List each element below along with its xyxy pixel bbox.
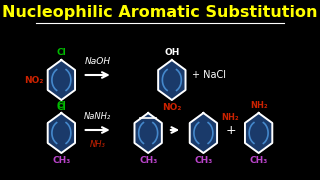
Text: NaOH: NaOH bbox=[84, 57, 111, 66]
Text: NO₂: NO₂ bbox=[24, 75, 43, 84]
Polygon shape bbox=[245, 113, 272, 153]
Polygon shape bbox=[134, 113, 162, 153]
Text: Cl: Cl bbox=[57, 103, 66, 112]
Text: CH₃: CH₃ bbox=[52, 156, 70, 165]
Text: +: + bbox=[226, 123, 236, 136]
Text: NH₂: NH₂ bbox=[221, 112, 238, 122]
Text: NH₃: NH₃ bbox=[90, 140, 106, 149]
Text: NH₂: NH₂ bbox=[250, 101, 268, 110]
Polygon shape bbox=[190, 113, 217, 153]
Polygon shape bbox=[48, 113, 75, 153]
Polygon shape bbox=[158, 60, 186, 100]
Text: Cl: Cl bbox=[57, 48, 66, 57]
Text: NaNH₂: NaNH₂ bbox=[84, 112, 111, 121]
Text: CH₃: CH₃ bbox=[250, 156, 268, 165]
Text: NO₂: NO₂ bbox=[162, 103, 181, 112]
Text: CH₃: CH₃ bbox=[139, 156, 157, 165]
Text: CH₃: CH₃ bbox=[194, 156, 212, 165]
Text: + NaCl: + NaCl bbox=[192, 70, 226, 80]
Polygon shape bbox=[48, 60, 75, 100]
Text: Nucleophilic Aromatic Substitution: Nucleophilic Aromatic Substitution bbox=[2, 4, 318, 19]
Text: Cl: Cl bbox=[57, 101, 66, 110]
Text: OH: OH bbox=[164, 48, 180, 57]
